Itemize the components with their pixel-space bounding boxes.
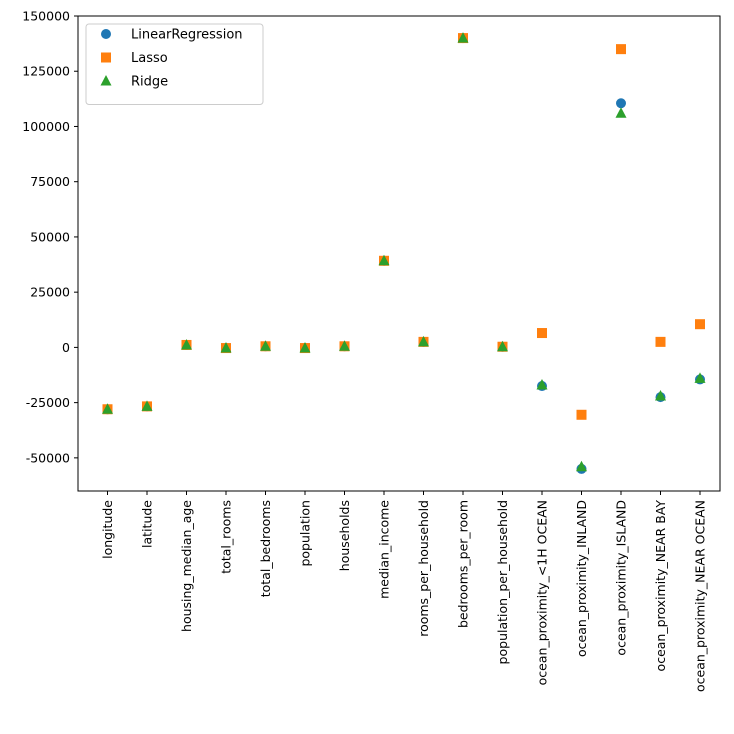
y-tick-label: 50000 xyxy=(30,229,70,244)
data-point-lasso xyxy=(616,44,626,55)
legend-box xyxy=(85,23,264,105)
legend-label-linearregression: LinearRegression xyxy=(131,28,243,43)
x-tick-label: total_rooms xyxy=(219,500,234,574)
axes-frame xyxy=(77,15,721,492)
x-tick-label: ocean_proximity_<1H OCEAN xyxy=(535,500,550,685)
y-tick-label: 0 xyxy=(62,340,70,355)
data-point-ridge xyxy=(378,254,390,266)
x-tick-label: bedrooms_per_room xyxy=(456,500,471,628)
data-point-ridge xyxy=(536,378,548,390)
series-ridge xyxy=(102,32,706,472)
data-point-lasso xyxy=(655,336,666,347)
data-point-ridge xyxy=(141,400,153,411)
x-tick-label: latitude xyxy=(140,500,155,548)
y-tick-label: -50000 xyxy=(26,450,70,465)
y-tick-label: 25000 xyxy=(30,285,70,300)
y-tick-label: 150000 xyxy=(22,9,70,24)
x-tick-label: ocean_proximity_ISLAND xyxy=(614,500,629,656)
y-tick-label: 125000 xyxy=(22,64,70,79)
x-tick-label: rooms_per_household xyxy=(416,500,431,637)
data-point-ridge xyxy=(497,340,508,352)
data-point-linearregression xyxy=(616,98,626,109)
x-tick-label: ocean_proximity_NEAR BAY xyxy=(653,500,668,672)
data-point-ridge xyxy=(220,342,232,353)
legend: LinearRegression Lasso Ridge xyxy=(85,23,264,105)
y-tick-label: 100000 xyxy=(22,119,70,134)
x-tick-label: population_per_household xyxy=(495,500,510,664)
x-tick-label: housing_median_age xyxy=(179,500,194,632)
legend-marker-lasso xyxy=(101,52,111,63)
data-point-lasso xyxy=(695,319,705,330)
plot-area xyxy=(102,32,706,474)
axes: -50000 -25000 0 25000 50000 75000 100000 125000… xyxy=(22,9,721,692)
x-tick-label: longitude xyxy=(100,500,115,559)
legend-label-ridge: Ridge xyxy=(131,75,168,90)
data-point-ridge xyxy=(260,340,271,351)
data-point-ridge xyxy=(457,32,469,43)
data-point-ridge xyxy=(694,372,706,383)
legend-marker-ridge xyxy=(100,75,112,86)
data-point-ridge xyxy=(181,338,192,350)
x-tick-label: households xyxy=(337,500,352,571)
x-tick-label: median_income xyxy=(377,500,392,599)
y-tick-label: -25000 xyxy=(26,395,70,410)
legend-marker-linearregression xyxy=(101,29,111,39)
x-tick-label: population xyxy=(298,500,313,567)
x-tick-label: ocean_proximity_INLAND xyxy=(574,500,589,657)
x-tick-label: total_bedrooms xyxy=(258,500,273,597)
y-tick-label: 75000 xyxy=(30,174,70,189)
data-point-ridge xyxy=(339,340,350,351)
data-point-ridge xyxy=(418,335,429,347)
legend-label-lasso: Lasso xyxy=(131,51,168,66)
x-tick-label: ocean_proximity_NEAR OCEAN xyxy=(693,500,708,692)
data-point-lasso xyxy=(576,409,587,420)
data-point-ridge xyxy=(576,460,587,472)
data-point-ridge xyxy=(299,342,311,353)
data-point-ridge xyxy=(615,107,627,118)
data-point-lasso xyxy=(537,328,547,339)
data-point-ridge xyxy=(102,403,113,414)
data-point-ridge xyxy=(655,390,666,401)
